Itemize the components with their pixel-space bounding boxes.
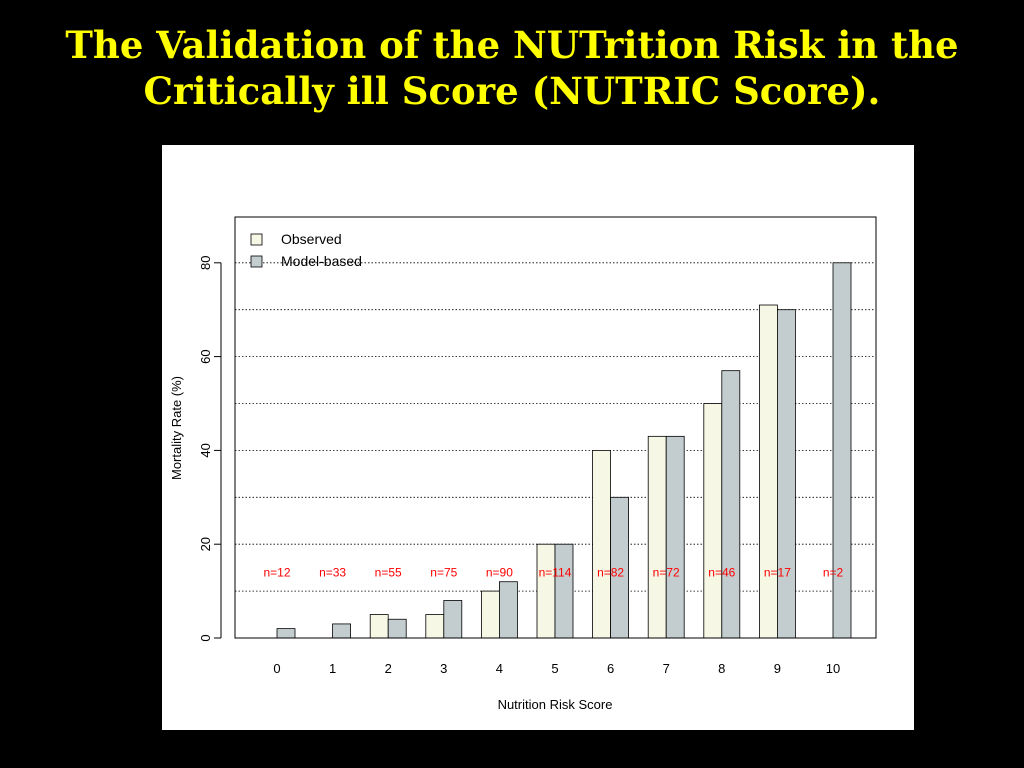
sample-size-label: n=55 — [375, 565, 402, 579]
bar — [647, 435, 667, 639]
y-tick-label: 80 — [198, 256, 213, 270]
sample-size-label: n=72 — [653, 565, 680, 579]
x-tick-label: 1 — [329, 661, 336, 676]
sample-size-label: n=75 — [430, 565, 457, 579]
x-tick-label: 8 — [718, 661, 725, 676]
y-tick-label: 20 — [198, 537, 213, 551]
x-axis: 0 1 2 3 4 5 6 7 8 9 10 — [273, 661, 840, 676]
slide-title: The Validation of the NUTrition Risk in … — [0, 22, 1024, 114]
bar — [703, 403, 723, 639]
y-axis: 0 20 40 60 80 — [198, 256, 222, 642]
legend-swatch — [250, 255, 263, 268]
bars — [259, 262, 852, 639]
bar — [832, 262, 852, 639]
sample-size-label: n=2 — [823, 565, 844, 579]
y-tick-label: 40 — [198, 443, 213, 457]
chart-panel: n=12 n=33 n=55 n=75 n=90 n=114 n=82 n=72 n=46 n=1… — [162, 145, 914, 730]
legend: Observed Model-based — [250, 231, 362, 269]
sample-size-label: n=33 — [319, 565, 346, 579]
bar — [665, 435, 685, 639]
bar — [369, 614, 389, 639]
plot-frame — [234, 216, 877, 639]
bar — [332, 623, 352, 639]
y-tick-label: 0 — [198, 634, 213, 641]
bar — [387, 618, 407, 639]
sample-size-labels: n=12 n=33 n=55 n=75 n=90 n=114 n=82 n=72 n=46 n=1… — [263, 565, 843, 579]
x-tick-label: 5 — [551, 661, 558, 676]
bar — [721, 370, 741, 639]
x-tick-label: 4 — [496, 661, 503, 676]
sample-size-label: n=12 — [263, 565, 290, 579]
bar — [592, 449, 612, 639]
y-tick-label: 60 — [198, 349, 213, 363]
x-tick-label: 9 — [774, 661, 781, 676]
sample-size-label: n=90 — [486, 565, 513, 579]
legend-swatch — [250, 233, 263, 246]
legend-label: Observed — [281, 231, 342, 247]
bar — [759, 304, 778, 639]
bar — [443, 600, 463, 639]
sample-size-label: n=46 — [708, 565, 735, 579]
x-tick-label: 0 — [273, 661, 280, 676]
y-axis-label: Mortality Rate (%) — [169, 376, 184, 480]
slide-title-line-1: The Validation of the NUTrition Risk in … — [65, 23, 959, 67]
x-tick-label: 2 — [385, 661, 392, 676]
x-tick-label: 3 — [440, 661, 447, 676]
x-tick-label: 10 — [826, 661, 840, 676]
slide-title-line-2: Critically ill Score (NUTRIC Score). — [143, 69, 881, 113]
bar — [777, 309, 796, 639]
bar — [276, 628, 296, 639]
bar — [480, 590, 500, 639]
bar — [536, 543, 556, 639]
bar — [554, 543, 574, 639]
bar-chart: n=12 n=33 n=55 n=75 n=90 n=114 n=82 n=72 n=46 n=1… — [169, 216, 877, 712]
x-tick-label: 6 — [607, 661, 614, 676]
sample-size-label: n=82 — [597, 565, 624, 579]
bar — [425, 614, 445, 639]
legend-label: Model-based — [281, 253, 362, 269]
x-axis-label: Nutrition Risk Score — [498, 697, 613, 712]
x-tick-label: 7 — [663, 661, 670, 676]
sample-size-label: n=17 — [764, 565, 791, 579]
sample-size-label: n=114 — [539, 565, 572, 579]
bar — [498, 581, 518, 639]
